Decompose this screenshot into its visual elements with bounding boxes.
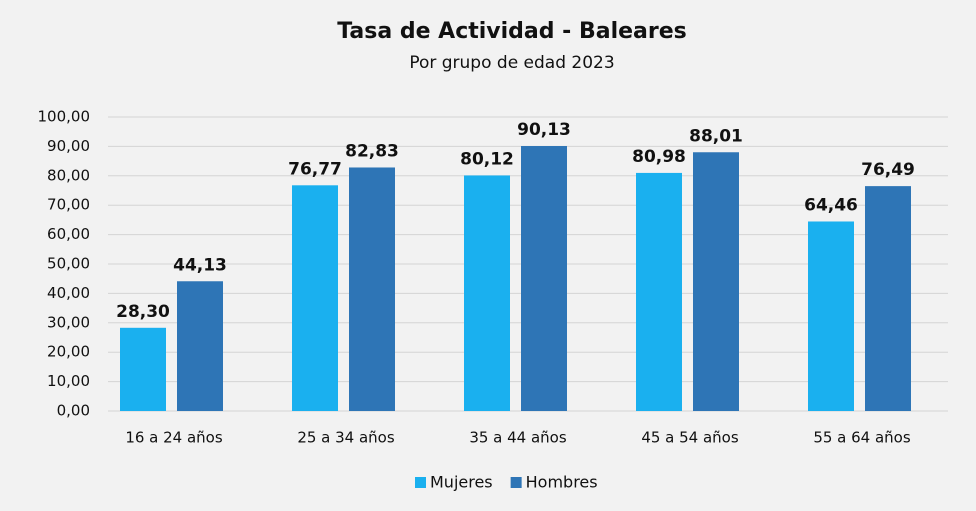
x-tick-label: 45 a 54 años [641, 429, 739, 447]
data-label: 88,01 [689, 126, 743, 146]
legend-label: Mujeres [430, 473, 493, 492]
data-label: 28,30 [116, 302, 170, 322]
data-label: 82,83 [345, 141, 399, 161]
y-tick-label: 70,00 [47, 196, 90, 214]
data-label: 90,13 [517, 120, 571, 140]
y-tick-label: 20,00 [47, 343, 90, 361]
bar [808, 221, 854, 411]
chart-title: Tasa de Actividad - Baleares [337, 19, 687, 44]
legend-label: Hombres [526, 473, 598, 492]
bar [865, 186, 911, 411]
x-tick-label: 25 a 34 años [297, 429, 395, 447]
data-label: 44,13 [173, 255, 227, 275]
y-tick-label: 80,00 [47, 166, 90, 184]
legend-swatch [415, 477, 426, 488]
x-tick-label: 35 a 44 años [469, 429, 567, 447]
y-tick-label: 10,00 [47, 372, 90, 390]
data-label: 80,98 [632, 147, 686, 167]
data-label: 76,49 [861, 160, 915, 180]
bar [120, 327, 166, 411]
y-tick-label: 90,00 [47, 137, 90, 155]
data-label: 80,12 [460, 149, 514, 169]
x-tick-label: 16 a 24 años [125, 429, 223, 447]
data-label: 76,77 [288, 159, 342, 179]
data-label: 64,46 [804, 195, 858, 215]
bar [636, 172, 682, 411]
y-tick-label: 50,00 [47, 255, 90, 273]
y-tick-label: 40,00 [47, 284, 90, 302]
y-tick-label: 30,00 [47, 313, 90, 331]
y-tick-label: 0,00 [57, 402, 90, 420]
legend-swatch [510, 477, 522, 488]
bar [521, 146, 567, 411]
bar [177, 281, 223, 411]
y-tick-label: 60,00 [47, 225, 90, 243]
bar [464, 175, 510, 411]
y-tick-label: 100,00 [38, 108, 91, 126]
bar [349, 167, 395, 411]
bar [693, 152, 739, 411]
chart-subtitle: Por grupo de edad 2023 [409, 53, 614, 73]
x-tick-label: 55 a 64 años [813, 429, 911, 447]
bar [292, 185, 338, 411]
